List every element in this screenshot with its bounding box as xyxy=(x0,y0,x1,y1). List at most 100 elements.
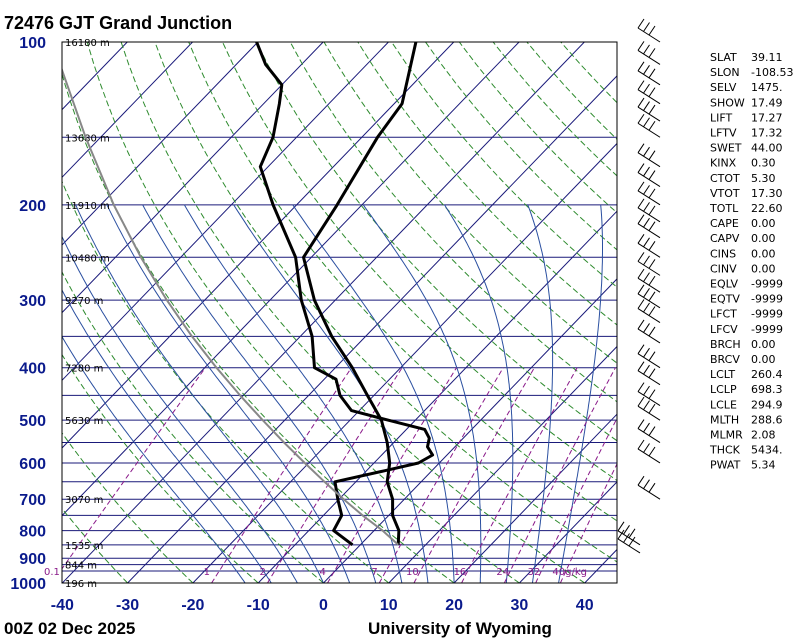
sounding-profiles xyxy=(62,42,435,546)
height-label: 10480 m xyxy=(65,253,110,264)
index-value: 0.30 xyxy=(751,157,776,170)
mixing-ratio-line xyxy=(559,462,617,583)
wind-barb xyxy=(637,319,661,344)
index-value: 17.30 xyxy=(751,187,783,200)
isotherm-line xyxy=(192,142,617,583)
temperature-tick-label: -20 xyxy=(181,597,204,614)
wind-barb xyxy=(637,61,661,86)
pressure-tick-label: 600 xyxy=(19,456,46,473)
index-value: 22.60 xyxy=(751,202,783,215)
index-value: 0.00 xyxy=(751,217,776,230)
wind-barb xyxy=(637,268,661,293)
dry-adiabat-line xyxy=(255,42,617,442)
mixing-ratio-label: 10 xyxy=(406,567,419,578)
index-value: 5.30 xyxy=(751,172,776,185)
index-key: LFTV xyxy=(710,127,737,140)
isotherm-line xyxy=(388,345,617,583)
index-value: -9999 xyxy=(751,308,783,321)
credit-label: University of Wyoming xyxy=(368,619,552,638)
moist-adiabat-line xyxy=(558,204,603,583)
temperature-tick-label: 40 xyxy=(576,597,594,614)
isotherm-line xyxy=(453,413,617,583)
index-key: CTOT xyxy=(710,172,740,185)
index-value: 39.11 xyxy=(751,51,783,64)
index-key: SWET xyxy=(710,142,742,155)
height-labels: 16180 m 13680 m 11910 m 10480 m 9270 m 7280 m… xyxy=(65,38,110,590)
wind-barb xyxy=(637,181,661,206)
dry-adiabat-line xyxy=(86,42,520,583)
index-value: 17.49 xyxy=(751,96,783,109)
mixing-ratio-line xyxy=(327,367,457,583)
dry-adiabat-line xyxy=(62,72,455,583)
pressure-tick-label: 100 xyxy=(19,35,46,52)
temperature-tick-label: 10 xyxy=(380,597,398,614)
height-label: 11910 m xyxy=(65,201,110,212)
mixing-ratio-line xyxy=(211,367,352,583)
isotherm-line xyxy=(257,210,617,583)
dry-adiabat-line xyxy=(188,42,617,522)
wind-barb xyxy=(637,113,661,138)
index-key: LFCT xyxy=(710,308,737,321)
plot-frame xyxy=(61,41,618,584)
index-key: BRCH xyxy=(710,338,741,351)
index-key: LCLT xyxy=(710,368,735,381)
height-label: 16180 m xyxy=(65,38,110,49)
index-key: SLON xyxy=(710,66,740,79)
index-key: LIFT xyxy=(710,111,733,124)
mixing-ratio-label: 40g/kg xyxy=(552,567,587,578)
temperature-tick-label: 20 xyxy=(445,597,463,614)
index-value: 0.00 xyxy=(751,353,776,366)
height-label: 3070 m xyxy=(65,495,103,506)
height-label: 5630 m xyxy=(65,416,103,427)
wind-barb xyxy=(637,284,661,309)
index-value: 698.3 xyxy=(751,383,783,396)
index-key: MLTH xyxy=(710,413,739,426)
dewpoint-profile-line xyxy=(255,42,435,546)
index-value: -108.53 xyxy=(751,66,793,79)
index-key: CAPE xyxy=(710,217,739,230)
mixing-ratio-label: 16 xyxy=(454,567,467,578)
wind-barb xyxy=(637,382,661,407)
index-value: 0.00 xyxy=(751,247,776,260)
moist-adiabat-line xyxy=(62,235,298,583)
stability-indices: SLAT 39.11 SLON -108.53 SELV 1475. SHOW 17.49 LI… xyxy=(709,51,793,472)
temperature-tick-label: 30 xyxy=(511,597,529,614)
dry-adiabat-line xyxy=(458,42,617,214)
height-label: 9270 m xyxy=(65,296,103,307)
index-value: 288.6 xyxy=(751,413,783,426)
temperature-tick-label: -10 xyxy=(247,597,270,614)
height-label: 196 m xyxy=(65,579,97,590)
index-value: 5434. xyxy=(751,444,783,457)
mixing-ratio-label: 1 xyxy=(204,567,210,578)
mixing-ratio-line xyxy=(461,367,578,583)
index-key: PWAT xyxy=(710,459,741,472)
wind-barb xyxy=(637,344,661,369)
temperature-tick-label: -30 xyxy=(116,597,139,614)
moist-adiabat-line xyxy=(62,335,246,583)
chart-title: 72476 GJT Grand Junction xyxy=(4,13,232,33)
dry-adiabat-line xyxy=(62,271,324,583)
pressure-tick-label: 500 xyxy=(19,413,46,430)
dry-adiabat-line xyxy=(222,42,617,482)
mixing-ratio-label: 2 xyxy=(259,567,265,578)
index-value: 0.00 xyxy=(751,338,776,351)
height-label: 7280 m xyxy=(65,364,103,375)
index-key: LCLE xyxy=(710,398,737,411)
wind-barb xyxy=(637,361,661,386)
mixing-ratio-label: 0.1 xyxy=(44,567,60,578)
index-key: MLMR xyxy=(710,429,743,442)
index-value: 44.00 xyxy=(751,142,783,155)
moist-adiabat-line xyxy=(233,204,429,583)
pressure-tick-label: 200 xyxy=(19,198,46,215)
dry-adiabat-line xyxy=(120,42,585,583)
wind-barb xyxy=(637,396,661,421)
mixing-ratio-label: 32 xyxy=(528,567,541,578)
height-label: 844 m xyxy=(65,561,97,572)
index-key: TOTL xyxy=(709,202,739,215)
isotherm-line xyxy=(127,75,617,583)
temperature-axis: -40 -30 -20 -10 0 10 20 30 40 xyxy=(51,597,594,614)
index-key: EQLV xyxy=(710,278,739,291)
index-key: SHOW xyxy=(710,96,745,109)
index-value: 2.08 xyxy=(751,429,776,442)
index-value: 0.00 xyxy=(751,232,776,245)
